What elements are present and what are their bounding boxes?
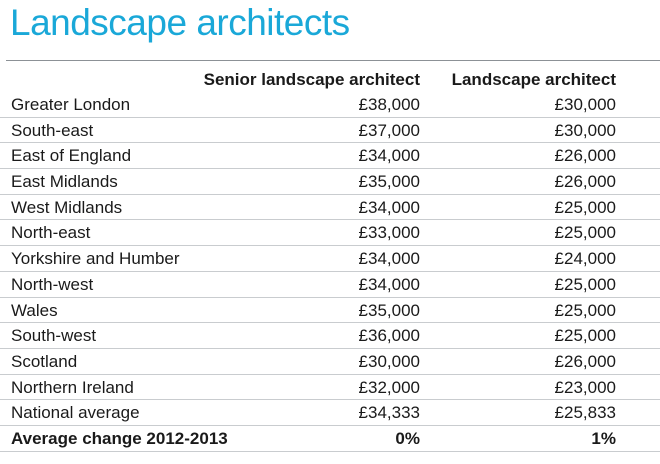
summary-label: Average change 2012-2013 [11, 428, 228, 448]
table-row: Yorkshire and Humber £34,000 £24,000 [0, 246, 660, 272]
senior-salary-value: £34,333 [358, 403, 420, 423]
table-row-national-average: National average £34,333 £25,833 [0, 400, 660, 426]
table-row: East of England £34,000 £26,000 [0, 143, 660, 170]
table-row: South-west £36,000 £25,000 [0, 323, 660, 349]
region-label: North-east [11, 223, 91, 243]
senior-salary-value: £36,000 [358, 326, 420, 346]
table-row: Wales £35,000 £25,000 [0, 298, 660, 324]
senior-salary-value: £35,000 [358, 300, 420, 320]
landscape-salary-value: £25,000 [554, 274, 616, 294]
senior-salary-value: £32,000 [358, 377, 420, 397]
landscape-salary-value: £25,000 [554, 223, 616, 243]
senior-salary-value: £34,000 [358, 249, 420, 269]
senior-salary-value: £37,000 [358, 120, 420, 140]
region-label: Wales [11, 300, 58, 320]
region-label: East of England [11, 146, 132, 166]
region-label: Northern Ireland [11, 377, 134, 397]
region-label: North-west [11, 274, 94, 294]
landscape-salary-value: £25,000 [554, 197, 616, 217]
landscape-salary-value: £25,833 [554, 403, 616, 423]
senior-salary-value: £34,000 [358, 197, 420, 217]
landscape-salary-value: £23,000 [554, 377, 616, 397]
region-label: Yorkshire and Humber [11, 249, 180, 269]
region-label: South-west [11, 326, 97, 346]
landscape-salary-value: £25,000 [554, 326, 616, 346]
column-header-senior: Senior landscape architect [203, 70, 420, 89]
region-label: Greater London [11, 95, 131, 114]
table-row: West Midlands £34,000 £25,000 [0, 195, 660, 221]
table-row: Greater London £38,000 £30,000 [0, 92, 660, 118]
table-row: North-west £34,000 £25,000 [0, 272, 660, 298]
table-row: Scotland £30,000 £26,000 [0, 349, 660, 375]
header-divider [6, 60, 660, 61]
region-label: National average [11, 403, 140, 423]
region-label: South-east [11, 120, 94, 140]
region-label: East Midlands [11, 172, 118, 192]
landscape-salary-value: £26,000 [554, 351, 616, 371]
table-row: Northern Ireland £32,000 £23,000 [0, 375, 660, 401]
senior-salary-value: £33,000 [358, 223, 420, 243]
page-title: Landscape architects [10, 2, 350, 43]
column-header-landscape: Landscape architect [451, 70, 616, 89]
senior-salary-value: £38,000 [358, 95, 420, 114]
landscape-salary-value: £30,000 [554, 120, 616, 140]
salary-table: Greater London £38,000 £30,000 South-eas… [0, 92, 660, 452]
landscape-change-value: 1% [591, 428, 616, 448]
senior-salary-value: £35,000 [358, 172, 420, 192]
landscape-salary-value: £25,000 [554, 300, 616, 320]
senior-change-value: 0% [395, 428, 420, 448]
table-row: South-east £37,000 £30,000 [0, 118, 660, 144]
landscape-salary-value: £24,000 [554, 249, 616, 269]
table-row-average-change: Average change 2012-2013 0% 1% [0, 426, 660, 452]
landscape-salary-value: £26,000 [554, 146, 616, 166]
landscape-salary-value: £30,000 [554, 95, 616, 114]
table-row: North-east £33,000 £25,000 [0, 220, 660, 247]
table-row: East Midlands £35,000 £26,000 [0, 169, 660, 195]
landscape-salary-value: £26,000 [554, 172, 616, 192]
senior-salary-value: £34,000 [358, 146, 420, 166]
senior-salary-value: £34,000 [358, 274, 420, 294]
region-label: Scotland [11, 351, 78, 371]
region-label: West Midlands [11, 197, 123, 217]
senior-salary-value: £30,000 [358, 351, 420, 371]
